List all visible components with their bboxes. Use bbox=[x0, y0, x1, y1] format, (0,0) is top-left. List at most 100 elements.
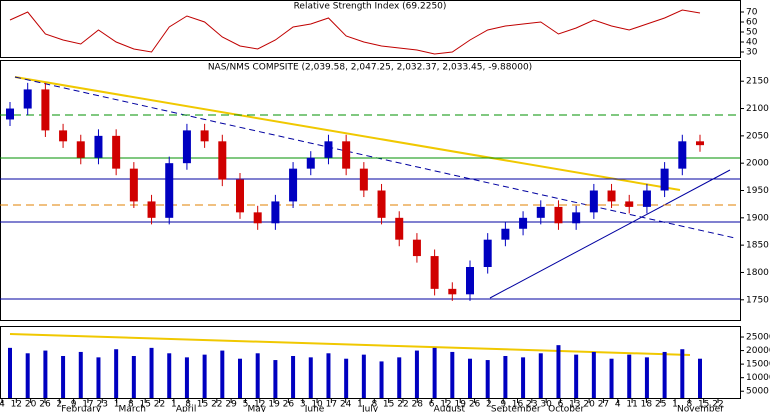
y-tick-label: 20000 bbox=[746, 346, 770, 356]
volume-bar bbox=[291, 355, 296, 398]
y-tick-label: 2000 bbox=[746, 159, 769, 169]
x-tick-label: 19 bbox=[455, 400, 467, 410]
volume-bar bbox=[96, 357, 101, 398]
x-tick-label: 8 bbox=[686, 400, 692, 410]
candle-body bbox=[6, 108, 14, 120]
volume-bar bbox=[326, 353, 331, 398]
month-label: April bbox=[176, 405, 197, 412]
candle-body bbox=[625, 201, 634, 207]
candle-body bbox=[306, 157, 315, 169]
volume-bar bbox=[114, 349, 119, 398]
x-tick-label: 2 bbox=[486, 400, 492, 410]
x-tick-label: 25 bbox=[655, 400, 666, 410]
y-tick-label: 2050 bbox=[746, 131, 769, 141]
candle-body bbox=[642, 190, 651, 207]
volume-bar bbox=[131, 355, 136, 398]
x-tick-label: 28 bbox=[412, 400, 424, 410]
volume-bar bbox=[503, 355, 508, 398]
candle-body bbox=[289, 168, 298, 202]
month-label: October bbox=[548, 405, 584, 412]
y-tick-label: 1850 bbox=[746, 241, 769, 251]
y-tick-label: 2100 bbox=[746, 104, 769, 114]
volume-bar bbox=[644, 357, 649, 398]
volume-bar bbox=[591, 351, 596, 398]
x-tick-label: 6 bbox=[429, 400, 435, 410]
candle-body bbox=[94, 135, 103, 158]
y-tick-label: 60 bbox=[746, 18, 758, 28]
month-label: June bbox=[304, 405, 325, 412]
candle-body bbox=[607, 190, 616, 202]
x-tick-label: 16 bbox=[512, 400, 524, 410]
x-tick-label: 22 bbox=[397, 400, 408, 410]
x-tick-label: 23 bbox=[526, 400, 537, 410]
x-tick-label: 15 bbox=[383, 400, 394, 410]
x-tick-label: 1 bbox=[171, 400, 177, 410]
x-tick-label: 15 bbox=[698, 400, 709, 410]
volume-bar bbox=[521, 357, 526, 398]
y-tick-label: 10000 bbox=[746, 373, 770, 383]
candle-body bbox=[236, 179, 244, 213]
y-tick-label: 30 bbox=[746, 48, 758, 58]
candle-body bbox=[23, 89, 32, 109]
x-tick-label: 13 bbox=[569, 400, 580, 410]
volume-bar bbox=[220, 350, 225, 398]
volume-bar bbox=[61, 355, 66, 398]
trend-line bbox=[14, 76, 681, 191]
volume-bar bbox=[680, 349, 685, 398]
volume-bar bbox=[379, 361, 384, 398]
volume-bar bbox=[627, 354, 632, 398]
candle-body bbox=[501, 228, 510, 240]
x-tick-label: 2 bbox=[56, 400, 62, 410]
x-tick-label: 20 bbox=[25, 400, 37, 410]
x-tick-label: 12 bbox=[11, 400, 22, 410]
candle-body bbox=[41, 89, 50, 131]
volume-bar bbox=[574, 354, 579, 398]
x-tick-label: 8 bbox=[371, 400, 377, 410]
x-tick-label: 8 bbox=[185, 400, 191, 410]
x-tick-label: 26 bbox=[39, 400, 51, 410]
x-tick-label: 22 bbox=[211, 400, 222, 410]
y-tick-label: 5000 bbox=[746, 387, 769, 397]
volume-bar bbox=[485, 360, 490, 398]
volume-bar bbox=[8, 347, 12, 398]
candle-body bbox=[76, 141, 85, 158]
volume-bar bbox=[538, 353, 543, 398]
volume-bar bbox=[450, 351, 455, 398]
x-tick-label: 1 bbox=[114, 400, 120, 410]
x-tick-label: 27 bbox=[598, 400, 609, 410]
x-tick-label: 29 bbox=[225, 400, 237, 410]
y-tick-label: 70 bbox=[746, 8, 758, 18]
x-tick-label: 17 bbox=[326, 400, 337, 410]
x-tick-label: 22 bbox=[712, 400, 723, 410]
candle-body bbox=[112, 135, 121, 169]
candle-body bbox=[200, 130, 209, 142]
x-tick-label: 9 bbox=[71, 400, 77, 410]
x-tick-label: 12 bbox=[254, 400, 265, 410]
candle-body bbox=[589, 190, 598, 213]
candle-body bbox=[430, 256, 439, 289]
y-tick-label: 1950 bbox=[746, 186, 769, 196]
x-tick-label: 26 bbox=[283, 400, 295, 410]
candle-body bbox=[59, 130, 68, 142]
x-tick-label: 26 bbox=[469, 400, 481, 410]
x-tick-label: 4 bbox=[615, 400, 621, 410]
x-tick-label: 22 bbox=[154, 400, 165, 410]
x-tick-label: 18 bbox=[641, 400, 653, 410]
x-tick-label: 1 bbox=[672, 400, 678, 410]
x-tick-label: 10 bbox=[311, 400, 323, 410]
x-tick-label: 15 bbox=[139, 400, 150, 410]
x-tick-label: 17 bbox=[82, 400, 93, 410]
candle-body bbox=[536, 206, 545, 218]
rsi-line bbox=[9, 9, 701, 55]
volume-frame bbox=[0, 326, 741, 399]
x-tick-label: 12 bbox=[440, 400, 451, 410]
y-tick-label: 1800 bbox=[746, 268, 769, 278]
y-tick-label: 25000 bbox=[746, 333, 770, 343]
month-label: July bbox=[361, 405, 379, 412]
candle-body bbox=[483, 239, 492, 267]
x-tick-label: 9 bbox=[500, 400, 506, 410]
candle-body bbox=[572, 212, 581, 224]
trend-line bbox=[14, 76, 736, 239]
volume-bar bbox=[468, 358, 472, 398]
